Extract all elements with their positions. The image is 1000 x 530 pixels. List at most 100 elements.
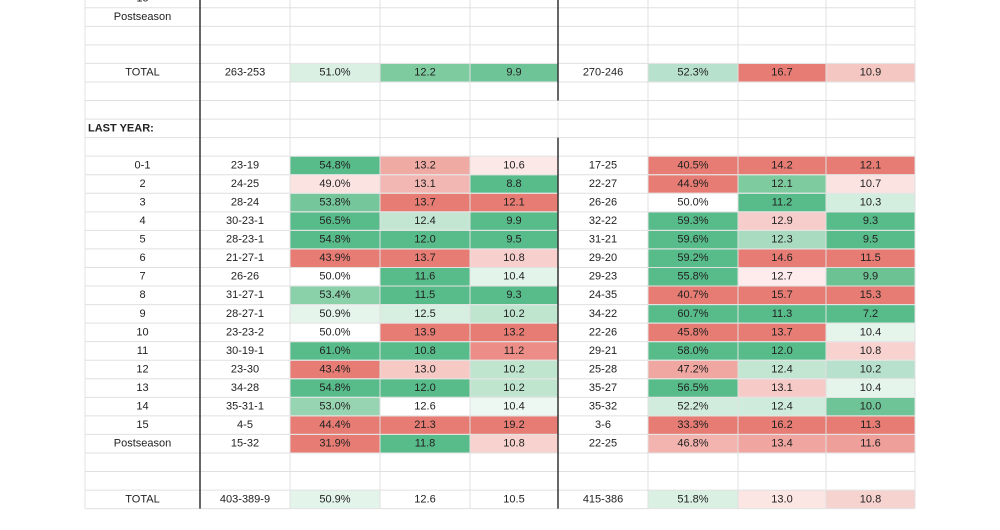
cell-fill xyxy=(648,193,738,212)
cell-fill xyxy=(648,323,738,342)
cell-fill xyxy=(380,416,470,434)
cell-text: 12.5 xyxy=(414,308,435,320)
cell-text: 10.9 xyxy=(860,67,881,79)
cell-text: 12.7 xyxy=(771,271,792,283)
cell-fill xyxy=(470,156,558,175)
cell-fill xyxy=(290,397,380,416)
cell-fill xyxy=(290,342,380,360)
cell-text: 11.6 xyxy=(415,271,436,283)
cell-text: 30-23-1 xyxy=(226,215,264,227)
cell-fill xyxy=(738,249,826,267)
cell-text: 10.2 xyxy=(503,382,524,394)
cell-fill xyxy=(470,360,558,379)
cell-text: 9.9 xyxy=(506,67,521,79)
cell-text: 13.7 xyxy=(771,326,792,338)
cell-text: 2 xyxy=(139,178,145,190)
cell-fill xyxy=(738,156,826,175)
cell-text: 13.1 xyxy=(771,382,792,394)
cell-text: 43.9% xyxy=(319,252,350,264)
cell-text: 13.4 xyxy=(771,438,792,450)
cell-fill xyxy=(470,230,558,249)
cell-fill xyxy=(826,323,915,342)
cell-text: 8.8 xyxy=(506,178,521,190)
cell-text: 50.0% xyxy=(677,196,708,208)
cell-text: 15.7 xyxy=(771,289,792,301)
cell-text: 14 xyxy=(136,401,148,413)
cell-fill xyxy=(290,267,380,286)
cell-text: 24-35 xyxy=(589,289,617,301)
cell-text: 29-23 xyxy=(589,271,617,283)
cell-text: 9.3 xyxy=(506,289,521,301)
cell-fill xyxy=(470,323,558,342)
cell-fill xyxy=(826,193,915,212)
cell-fill xyxy=(648,379,738,397)
cell-fill xyxy=(380,193,470,212)
cell-text: 52.3% xyxy=(677,67,708,79)
cell-text: 19.2 xyxy=(503,419,524,431)
cell-fill xyxy=(826,156,915,175)
cell-text: 51.0% xyxy=(319,67,350,79)
cell-text: 13.2 xyxy=(503,326,524,338)
cell-text: 10.4 xyxy=(860,326,881,338)
cell-text: 34-28 xyxy=(231,382,259,394)
cell-text: 35-27 xyxy=(589,382,617,394)
cell-fill xyxy=(738,305,826,323)
cell-fill xyxy=(826,416,915,434)
cell-fill xyxy=(470,434,558,453)
cell-text: Postseason xyxy=(114,438,171,450)
cell-fill xyxy=(470,193,558,212)
cell-fill xyxy=(648,360,738,379)
cell-text: 12.4 xyxy=(771,363,792,375)
cell-text: 270-246 xyxy=(583,67,623,79)
cell-text: 7.2 xyxy=(863,308,878,320)
cell-text: 11 xyxy=(137,345,148,357)
cell-text: 29-21 xyxy=(589,345,617,357)
cell-fill xyxy=(380,286,470,305)
cell-fill xyxy=(826,379,915,397)
cell-fill xyxy=(648,342,738,360)
cell-text: 31-27-1 xyxy=(226,289,264,301)
cell-text: 25-28 xyxy=(589,363,617,375)
cell-text: 10.6 xyxy=(503,159,524,171)
cell-text: 22-27 xyxy=(589,178,617,190)
cell-fill xyxy=(826,342,915,360)
cell-fill xyxy=(470,416,558,434)
cell-fill xyxy=(648,286,738,305)
cell-text: 11.2 xyxy=(772,196,793,208)
cell-fill xyxy=(470,305,558,323)
cell-fill xyxy=(648,212,738,230)
cell-text: 13.2 xyxy=(414,159,435,171)
cell-text: 34-22 xyxy=(589,308,617,320)
cell-fill xyxy=(380,212,470,230)
cell-fill xyxy=(470,286,558,305)
cell-text: 50.0% xyxy=(319,326,350,338)
cell-text: 53.0% xyxy=(319,401,350,413)
cell-text: 11.8 xyxy=(415,438,436,450)
cell-fill xyxy=(290,379,380,397)
cell-text: 55.8% xyxy=(677,271,708,283)
cell-fill xyxy=(290,249,380,267)
cell-text: 6 xyxy=(139,252,145,264)
cell-text: 59.6% xyxy=(677,234,708,246)
cell-text: 54.8% xyxy=(319,382,350,394)
cell-fill xyxy=(290,305,380,323)
cell-text: 22-25 xyxy=(589,438,617,450)
cell-text: 31.9% xyxy=(319,438,350,450)
cell-text: 15 xyxy=(136,0,148,4)
cell-fill xyxy=(738,416,826,434)
cell-fill xyxy=(380,379,470,397)
cell-text: Postseason xyxy=(114,11,171,23)
cell-fill xyxy=(738,342,826,360)
cell-fill xyxy=(738,434,826,453)
cell-fill xyxy=(470,490,558,509)
cell-fill xyxy=(470,267,558,286)
cell-fill xyxy=(738,323,826,342)
cell-text: 26-26 xyxy=(589,196,617,208)
cell-fill xyxy=(738,490,826,509)
cell-fill xyxy=(738,63,826,82)
cell-text: 5 xyxy=(139,234,145,246)
cell-fill xyxy=(380,175,470,193)
cell-text: 15-32 xyxy=(231,438,259,450)
cell-text: 415-386 xyxy=(583,493,623,505)
